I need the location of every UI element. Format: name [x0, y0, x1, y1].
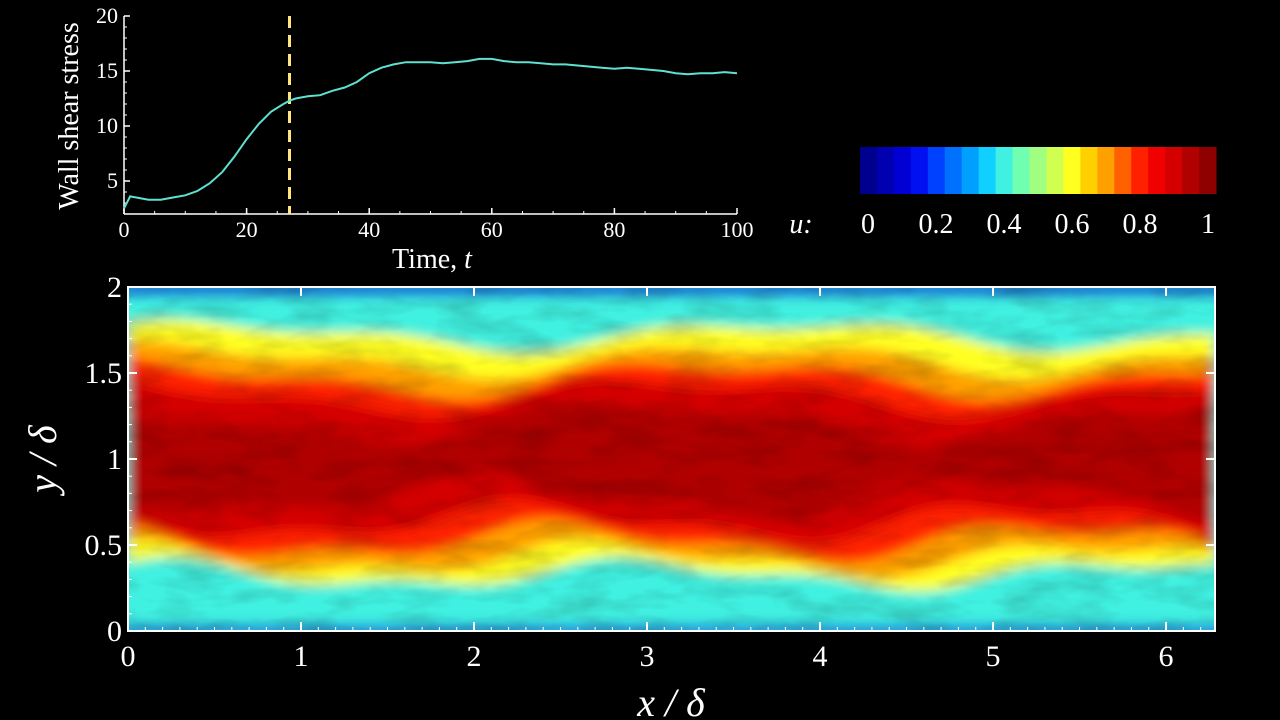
- colorbar-swatch: [1148, 147, 1166, 194]
- shear-stress-chart: 0 20 40 60 80 100 5 10 15 20 Wall shear stress Ti…: [54, 3, 754, 275]
- colorbar-swatch: [961, 147, 980, 194]
- colorbar-swatch: [860, 147, 878, 194]
- colorbar-swatches: [860, 147, 1217, 194]
- colorbar-swatch: [1165, 147, 1183, 194]
- shear-stress-x-tick-label: 100: [721, 217, 754, 242]
- colorbar-swatch: [1199, 147, 1217, 194]
- colorbar-tick-label: 0: [861, 209, 875, 240]
- shear-stress-series-line: [123, 57, 738, 209]
- shear-stress-y-tick-label: 15: [96, 58, 118, 83]
- colorbar-tick-label: 0.4: [987, 209, 1022, 240]
- velocity-field-x-tick-label: 1: [294, 640, 309, 673]
- shear-stress-x-tick-label: 0: [119, 217, 130, 242]
- velocity-field-y-tick-label: 1.5: [85, 357, 123, 390]
- shear-stress-y-tick-label: 10: [96, 113, 118, 138]
- velocity-field-x-tick-label: 5: [986, 640, 1001, 673]
- colorbar-tick-label: 1: [1201, 209, 1215, 240]
- colorbar-swatch: [1131, 147, 1149, 194]
- velocity-field-x-tick-label: 2: [467, 640, 482, 673]
- colorbar-swatch: [910, 147, 929, 194]
- velocity-field-x-tick-label: 6: [1159, 640, 1174, 673]
- colorbar-tick-label: 0.6: [1055, 209, 1090, 240]
- velocity-field-x-tick-label: 4: [813, 640, 828, 673]
- colorbar-swatch: [1097, 147, 1115, 194]
- velocity-field-texture: [128, 287, 1215, 631]
- shear-stress-y-tick-label: 5: [107, 168, 118, 193]
- colorbar-swatch: [1080, 147, 1098, 194]
- colorbar-swatch: [1029, 147, 1047, 194]
- colorbar-ticks: 0 0.2 0.4 0.6 0.8 1: [861, 209, 1215, 240]
- colorbar-swatch: [995, 147, 1014, 194]
- velocity-field-y-tick-label: 0: [107, 615, 122, 648]
- velocity-field: [128, 287, 1215, 631]
- shear-stress-x-axis-label-text: Time,: [392, 244, 464, 275]
- velocity-field-y-tick-label: 0.5: [85, 529, 123, 562]
- shear-stress-x-tick-label: 60: [481, 217, 503, 242]
- shear-stress-x-tick-label: 20: [236, 217, 258, 242]
- velocity-contour-chart: 0 1 2 3 4 5 6 0 0.5 1 1.5 2 y / δ x / δ: [20, 271, 1216, 720]
- velocity-field-y-tick-label: 2: [107, 271, 122, 304]
- colorbar-swatch: [1063, 147, 1081, 194]
- colorbar-swatch: [944, 147, 963, 194]
- colorbar-swatch: [1012, 147, 1031, 194]
- shear-stress-x-axis-label: Time, t: [392, 244, 473, 275]
- colorbar: 0 0.2 0.4 0.6 0.8 1 u:: [789, 147, 1217, 240]
- shear-stress-y-axis-label: Wall shear stress: [54, 22, 85, 209]
- colorbar-swatch: [876, 147, 895, 194]
- colorbar-tick-label: 0.2: [919, 209, 954, 240]
- colorbar-swatch: [893, 147, 912, 194]
- velocity-field-x-axis-label: x / δ: [636, 680, 706, 720]
- velocity-field-x-tick-label: 3: [640, 640, 655, 673]
- velocity-field-y-axis-label: y / δ: [20, 424, 65, 497]
- colorbar-tick-label: 0.8: [1123, 209, 1158, 240]
- colorbar-label: u:: [789, 209, 812, 240]
- velocity-field-x-tick-label: 0: [121, 640, 136, 673]
- colorbar-swatch: [978, 147, 997, 194]
- velocity-field-ticks: 0 1 2 3 4 5 6 0 0.5 1 1.5 2: [85, 271, 1215, 673]
- velocity-field-y-tick-label: 1: [107, 443, 122, 476]
- colorbar-swatch: [1046, 147, 1064, 194]
- shear-stress-x-axis-variable: t: [464, 244, 473, 275]
- colorbar-swatch: [927, 147, 946, 194]
- shear-stress-x-tick-label: 40: [358, 217, 380, 242]
- shear-stress-y-tick-label: 20: [96, 3, 118, 28]
- shear-stress-axes: [123, 16, 737, 215]
- colorbar-swatch: [1182, 147, 1200, 194]
- shear-stress-x-tick-label: 80: [603, 217, 625, 242]
- shear-stress-ticks: 0 20 40 60 80 100 5 10 15 20: [96, 3, 754, 242]
- colorbar-swatch: [1114, 147, 1132, 194]
